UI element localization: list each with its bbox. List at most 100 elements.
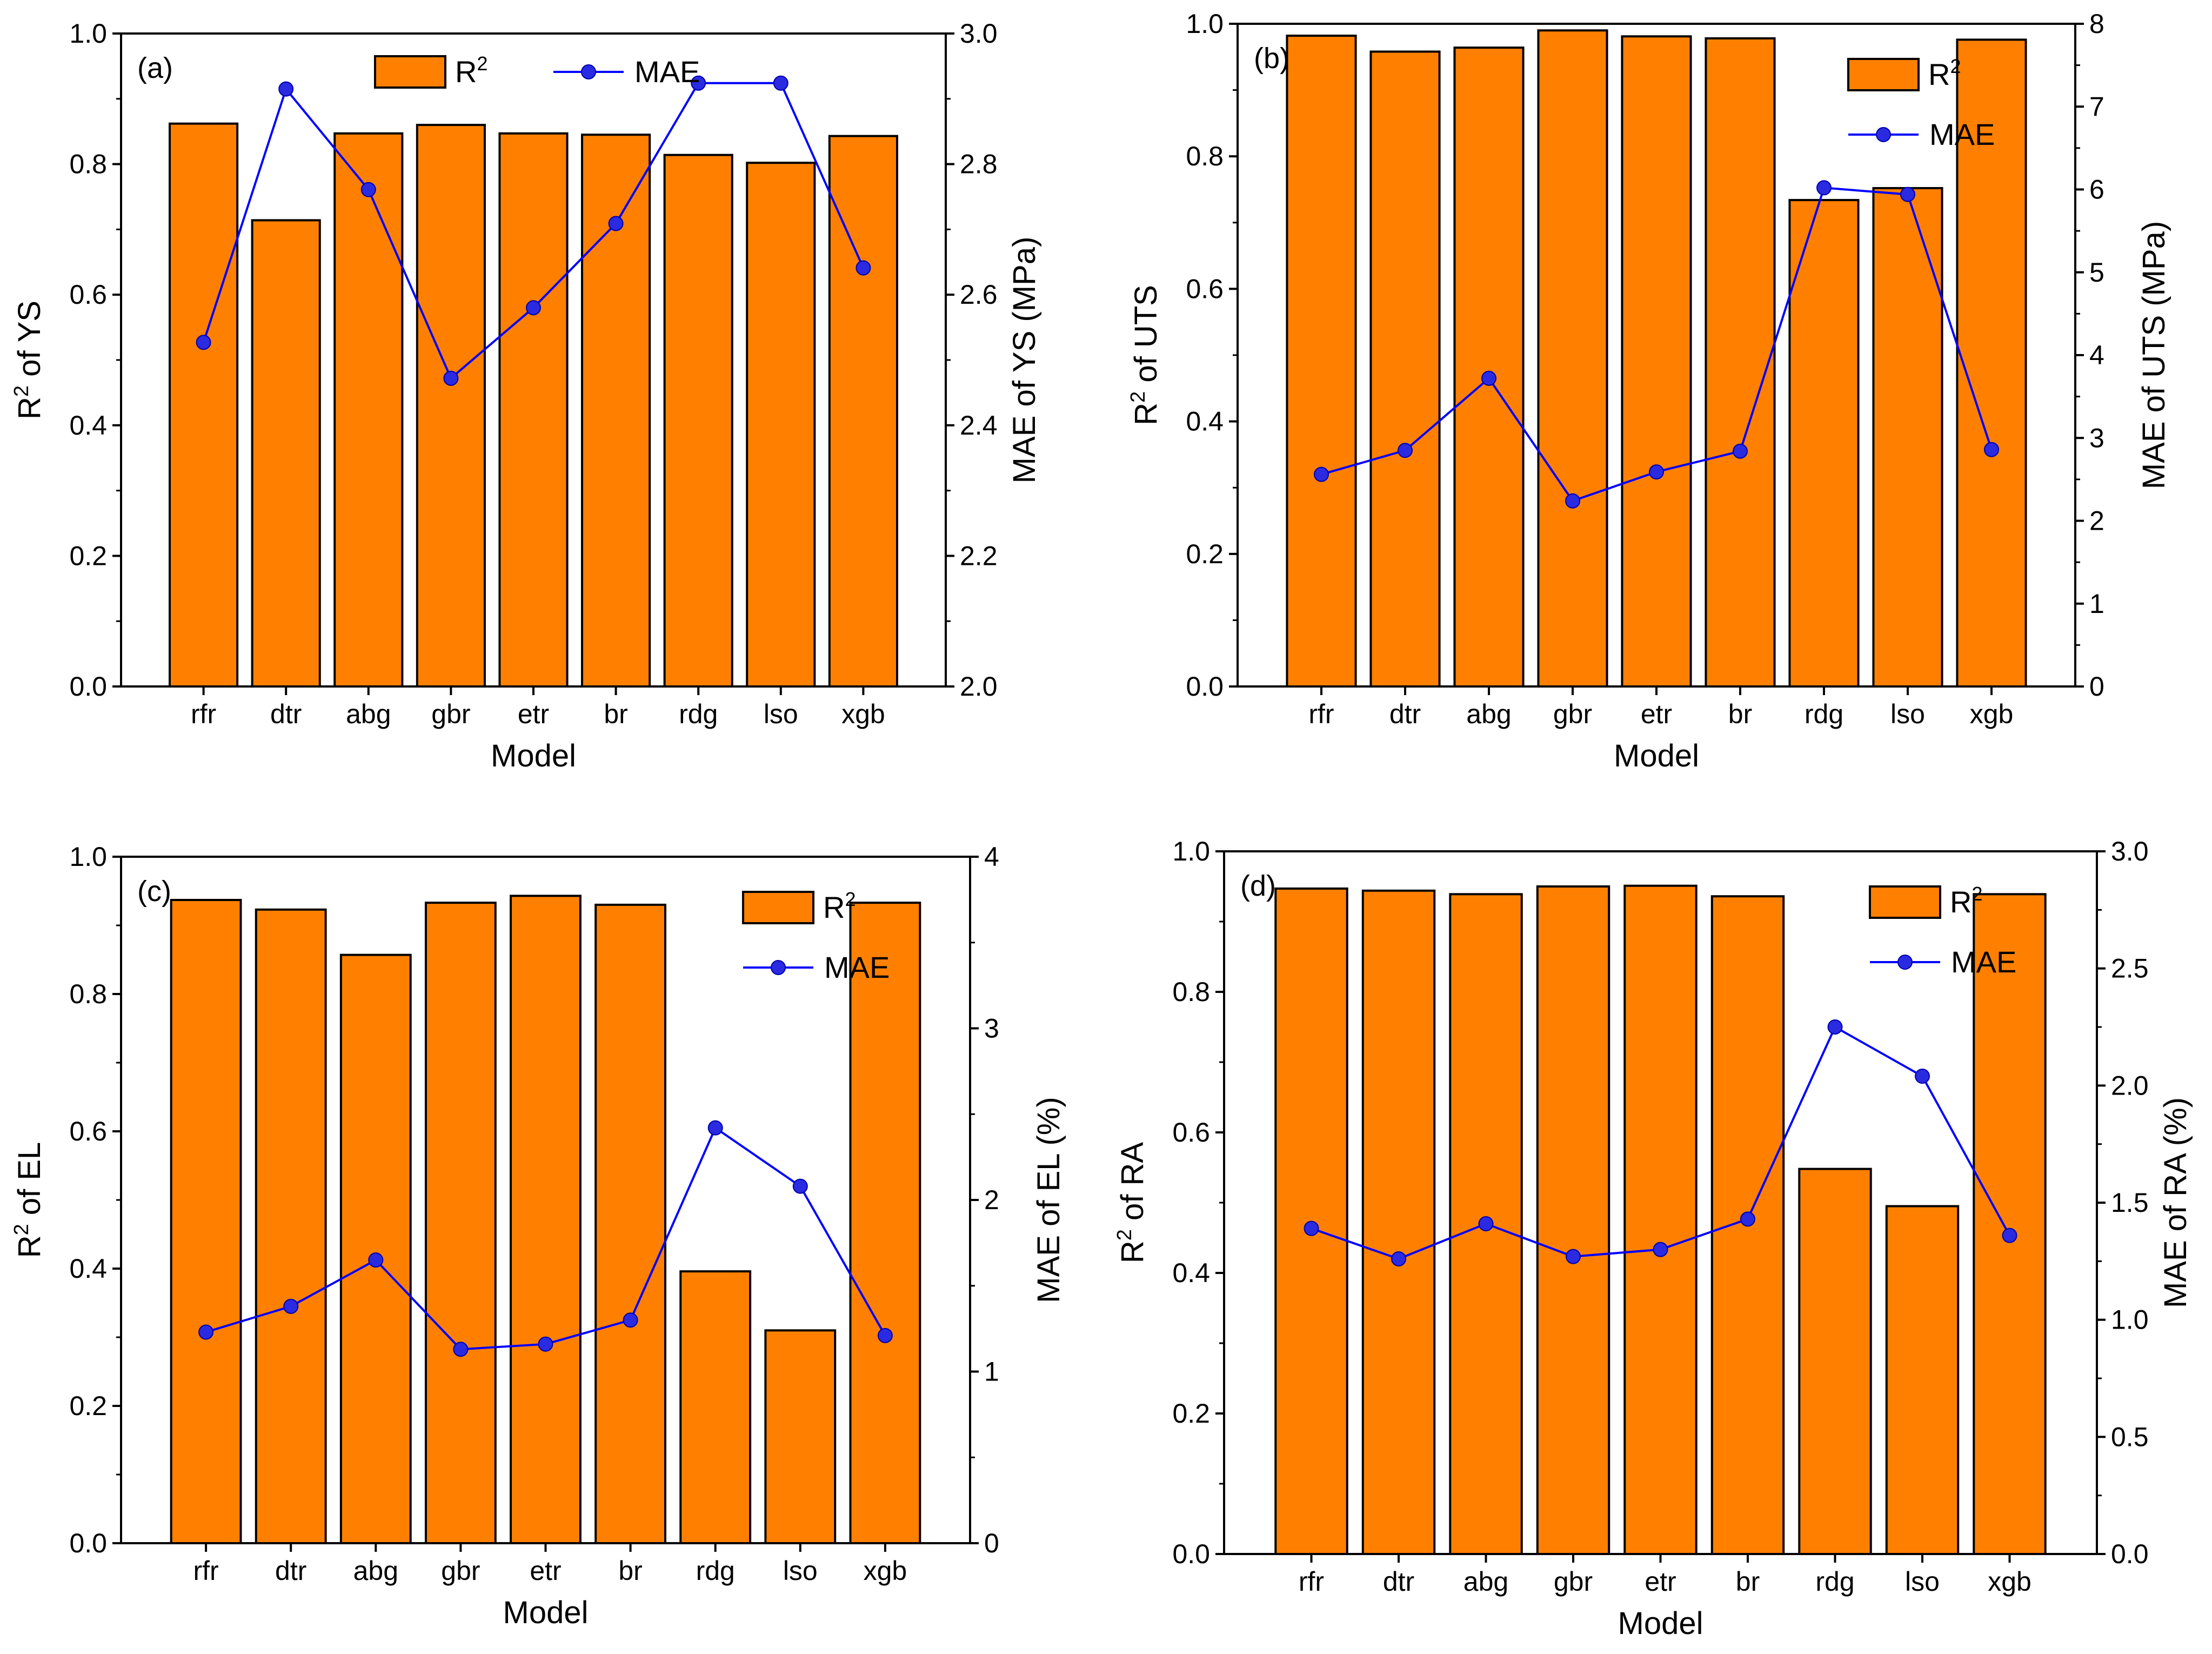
mae-point-rfr — [198, 1324, 214, 1340]
legend-r2-label: R2 — [1950, 883, 1982, 919]
panel-label: (d) — [1240, 870, 1276, 902]
right-tick-label: 1 — [2089, 589, 2104, 619]
left-tick-label: 0.0 — [69, 671, 107, 702]
right-tick-label: 3.0 — [2111, 836, 2149, 866]
x-tick-label: rdg — [1805, 699, 1843, 729]
right-tick-label: 1.0 — [2111, 1305, 2149, 1335]
legend-marker — [1897, 955, 1913, 970]
left-tick-label: 0.8 — [1186, 141, 1224, 171]
bar-dtr — [1361, 889, 1436, 1555]
left-tick-label: 1.0 — [69, 18, 107, 49]
bar-rdg — [679, 1270, 752, 1545]
left-tick-label: 0.2 — [1186, 539, 1224, 569]
legend-mae-label: MAE — [1929, 117, 1995, 151]
right-tick-label: 2.0 — [2111, 1070, 2149, 1101]
mae-point-dtr — [283, 1298, 299, 1314]
left-tick-label: 0.4 — [69, 410, 107, 441]
bar-dtr — [255, 908, 327, 1544]
mae-point-etr — [1653, 1242, 1668, 1257]
panel-label: (b) — [1254, 42, 1289, 75]
mae-point-xgb — [856, 260, 871, 276]
bar-lso — [746, 162, 816, 688]
x-tick-label: xgb — [864, 1556, 907, 1586]
bar-abg — [339, 953, 412, 1544]
right-tick-label: 6 — [2089, 175, 2104, 205]
mae-point-xgb — [877, 1328, 893, 1343]
x-tick-label: etr — [518, 699, 549, 729]
left-tick-label: 1.0 — [69, 842, 107, 872]
mae-point-br — [608, 216, 624, 231]
x-tick-label: abg — [1463, 1566, 1508, 1597]
x-tick-label: gbr — [1553, 699, 1592, 729]
mae-point-br — [623, 1312, 638, 1328]
left-axis-title: R2 of UTS — [1127, 285, 1164, 425]
mae-point-gbr — [453, 1342, 469, 1357]
mae-point-gbr — [1566, 1249, 1581, 1264]
legend-mae-label: MAE — [1951, 945, 2016, 979]
right-tick-label: 2.4 — [960, 410, 998, 441]
mae-point-abg — [1481, 370, 1496, 386]
right-tick-label: 0 — [984, 1528, 999, 1558]
bar-gbr — [1536, 885, 1610, 1555]
left-tick-label: 0.6 — [69, 1116, 107, 1146]
mae-point-lso — [792, 1178, 808, 1194]
right-tick-label: 0.5 — [2111, 1422, 2149, 1452]
x-tick-label: etr — [1641, 699, 1672, 729]
legend-bar-swatch — [742, 891, 814, 924]
mae-point-rfr — [1304, 1221, 1319, 1236]
right-tick-label: 2.0 — [960, 671, 998, 702]
x-tick-label: rdg — [1815, 1566, 1854, 1597]
legend-marker — [771, 960, 786, 975]
mae-point-rdg — [1827, 1019, 1843, 1035]
right-tick-label: 4 — [2089, 340, 2104, 370]
left-tick-label: 0.2 — [69, 541, 107, 571]
left-tick-label: 0.8 — [1172, 977, 1210, 1007]
x-tick-label: br — [604, 699, 627, 729]
x-tick-label: rdg — [696, 1556, 735, 1586]
left-tick-label: 0.4 — [69, 1253, 107, 1284]
mae-point-xgb — [1984, 442, 1999, 457]
x-tick-label: rfr — [193, 1556, 218, 1586]
mae-point-abg — [1478, 1216, 1494, 1231]
mae-point-rdg — [691, 75, 706, 91]
x-tick-label: etr — [1645, 1566, 1676, 1597]
right-tick-label: 3.0 — [960, 18, 998, 49]
panel-3: 0.0 0.2 0.4 0.6 0.8 1.0 0 1 2 3 4 rfr dtr abg gbr etr br… — [10, 842, 1066, 1630]
right-tick-label: 2.2 — [960, 541, 998, 571]
mae-point-br — [1733, 443, 1748, 459]
x-tick-label: gbr — [431, 699, 470, 729]
bar-rfr — [1286, 35, 1357, 688]
bar-xgb — [1973, 893, 2047, 1555]
legend-r2-label: R2 — [455, 52, 487, 89]
bar-lso — [1885, 1205, 1960, 1555]
bar-br — [594, 903, 667, 1544]
x-tick-label: xgb — [841, 699, 885, 729]
legend-r2-label: R2 — [1928, 55, 1961, 91]
bar-br — [1705, 37, 1776, 688]
x-tick-label: dtr — [275, 1556, 306, 1586]
x-axis-title: Model — [1614, 738, 1699, 773]
x-tick-label: abg — [353, 1556, 398, 1586]
legend-mae-label: MAE — [824, 950, 890, 984]
x-tick-label: lso — [1890, 699, 1925, 729]
legend-marker — [581, 64, 596, 79]
right-tick-label: 2.6 — [960, 279, 998, 310]
mae-point-rdg — [707, 1120, 723, 1136]
bar-etr — [1623, 884, 1698, 1555]
mae-point-dtr — [1391, 1251, 1406, 1266]
bar-abg — [333, 132, 404, 688]
mae-point-abg — [368, 1252, 384, 1268]
left-tick-label: 0.0 — [69, 1528, 107, 1558]
x-tick-label: abg — [1466, 699, 1511, 729]
right-tick-label: 1.5 — [2111, 1188, 2149, 1218]
right-axis-title: MAE of RA (%) — [2158, 1097, 2193, 1308]
legend-mae-label: MAE — [634, 55, 700, 89]
mae-point-rfr — [1314, 466, 1329, 482]
left-axis-title: R2 of EL — [10, 1142, 47, 1258]
right-tick-label: 8 — [2089, 9, 2104, 39]
bar-etr — [498, 132, 569, 688]
panel-label: (c) — [137, 875, 171, 908]
right-tick-label: 2 — [984, 1185, 999, 1215]
bar-gbr — [1537, 29, 1608, 688]
bar-rdg — [1798, 1168, 1872, 1556]
